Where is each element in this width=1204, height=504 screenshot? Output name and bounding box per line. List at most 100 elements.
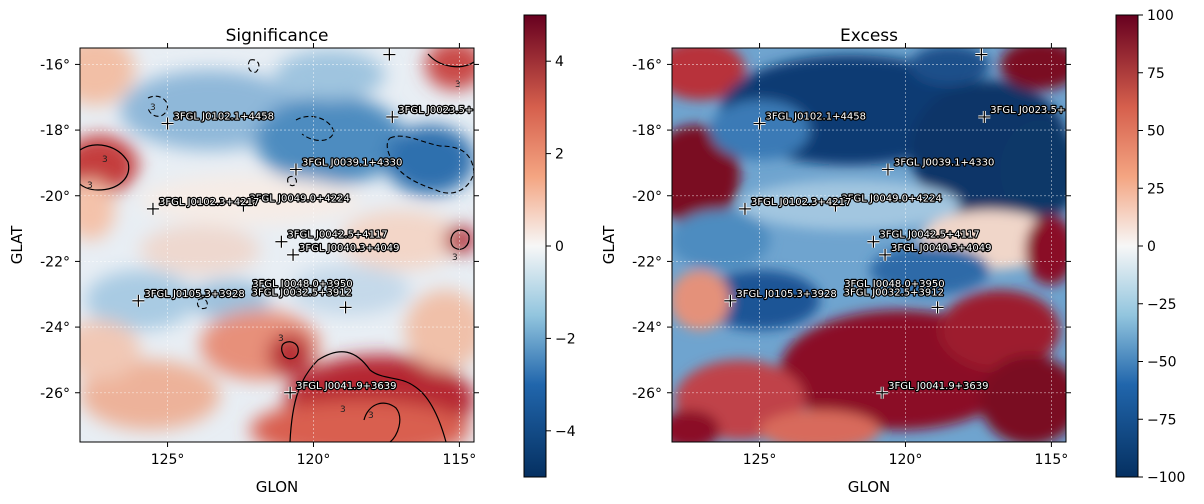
colorbar-tick-label: 0 [555,239,564,255]
excess-ylabel: GLAT [600,225,618,264]
significance-ylabel: GLAT [8,225,26,264]
source-label: 3FGL J0048.0+3950 [252,279,352,290]
colorbar-tick-label: 50 [1147,124,1165,140]
y-tick-label: -24° [632,320,662,336]
source-label: 3FGL J0049.0+4224 [841,194,941,205]
colorbar-tick-label: −100 [1147,470,1185,486]
source-label: 3FGL J0039.1+4330 [894,157,994,168]
source-label: 3FGL J0041.9+3639 [296,381,396,392]
source-label: 3FGL J0105.3+3928 [736,289,836,300]
source-label: 3FGL J0042.5+4117 [287,230,387,241]
source-marker [975,48,988,61]
excess-sources: 3FGL J0102.1+4458 3FGL J0023.5+ 3FGL J0039… [724,48,1066,399]
source-marker [978,110,991,123]
y-tick-label: -22° [40,254,70,270]
colorbar-tick-label: 75 [1147,66,1165,82]
source-marker [287,248,300,261]
colorbar-tick-label: 0 [1147,239,1156,255]
excess-map: 3FGL J0102.1+4458 3FGL J0023.5+ 3FGL J0039… [672,48,1066,442]
excess-panel: Excess [600,8,1185,496]
colorbar-tick-label: −4 [555,424,576,440]
contour-label: 3 [455,80,461,90]
x-tick-label: 115° [443,452,477,468]
y-tick-label: -22° [632,254,662,270]
contour-label: 3 [102,155,108,165]
colorbar-tick-label: −50 [1147,355,1177,371]
x-tick-label: 125° [743,452,777,468]
colorbar-tick-label: 100 [1147,8,1174,24]
source-label: 3FGL J0102.1+4458 [766,112,866,123]
excess-xlabel: GLON [848,478,890,496]
excess-grid [672,48,1066,442]
x-tick-label: 115° [1035,452,1069,468]
contour-label: 3 [150,103,156,113]
contour-label: 3 [278,334,284,344]
excess-frame [671,47,1067,443]
colorbar-tick-label: 25 [1147,181,1165,197]
source-marker [339,301,352,314]
source-marker [275,235,288,248]
source-label: 3FGL J0048.0+3950 [844,279,944,290]
contour-label: 3 [87,181,93,191]
significance-colorbar-ticks: 4 2 0 −2 −4 [546,54,576,440]
y-tick-label: -26° [40,386,70,402]
colorbar-tick-label: −25 [1147,297,1177,313]
significance-panel: Significance [8,14,576,496]
source-label: 3FGL J0023.5+ [990,105,1065,116]
source-label: 3FGL J0039.1+4330 [302,157,402,168]
x-tick-label: 125° [151,452,185,468]
y-tick-label: -18° [632,123,662,139]
source-label: 3FGL J0042.5+4117 [879,230,979,241]
source-label: 3FGL J0102.1+4458 [174,112,274,123]
significance-frame [79,47,475,443]
source-marker [289,163,302,176]
source-marker [867,235,880,248]
source-label: 3FGL J0102.3+4217 [159,197,259,208]
source-label: 3FGL J0040.3+4049 [891,243,991,254]
y-tick-label: -26° [632,386,662,402]
source-marker [879,248,892,261]
source-marker [132,294,145,307]
y-tick-label: -20° [632,189,662,205]
contour-label: 3 [340,405,346,415]
significance-xlabel: GLON [256,478,298,496]
source-label: 3FGL J0049.0+4224 [249,194,349,205]
significance-contour-labels: 3 3 3 3 3 3 3 3 [87,80,461,421]
x-tick-label: 120° [297,452,331,468]
significance-grid [80,48,474,442]
source-marker [724,294,737,307]
source-marker [931,301,944,314]
excess-colorbar-ticks: 100 75 50 25 0 −25 −50 −75 −100 [1138,8,1185,486]
source-label: 3FGL J0032.5+3912 [844,287,944,298]
excess-title: Excess [840,26,898,46]
source-label: 3FGL J0023.5+ [398,105,473,116]
source-label: 3FGL J0102.3+4217 [751,197,851,208]
source-marker [829,199,842,212]
significance-colorbar [523,14,547,478]
y-tick-label: -16° [40,57,70,73]
source-marker [876,386,889,399]
contour-label: 3 [452,253,458,263]
x-tick-label: 120° [889,452,923,468]
source-label: 3FGL J0105.3+3928 [144,289,244,300]
y-tick-label: -20° [40,189,70,205]
contour-label: 3 [368,411,374,421]
significance-axes: 125° 120° 115° -16° -18° -20° -22° -24° -26° [40,43,479,468]
colorbar-tick-label: 4 [555,54,564,70]
y-tick-label: -18° [40,123,70,139]
source-marker [161,117,174,130]
source-marker [738,202,751,215]
source-marker [146,202,159,215]
significance-contours [80,53,474,442]
y-tick-label: -16° [632,57,662,73]
significance-negative-contours [147,59,474,310]
colorbar-tick-label: −2 [555,331,576,347]
y-tick-label: -24° [40,320,70,336]
source-marker [284,386,297,399]
colorbar-tick-label: −75 [1147,412,1177,428]
source-marker [753,117,766,130]
source-marker [237,199,250,212]
source-label: 3FGL J0041.9+3639 [888,381,988,392]
significance-sources: 3FGL J0102.1+4458 3FGL J0023.5+ 3FGL J0039… [132,48,474,399]
